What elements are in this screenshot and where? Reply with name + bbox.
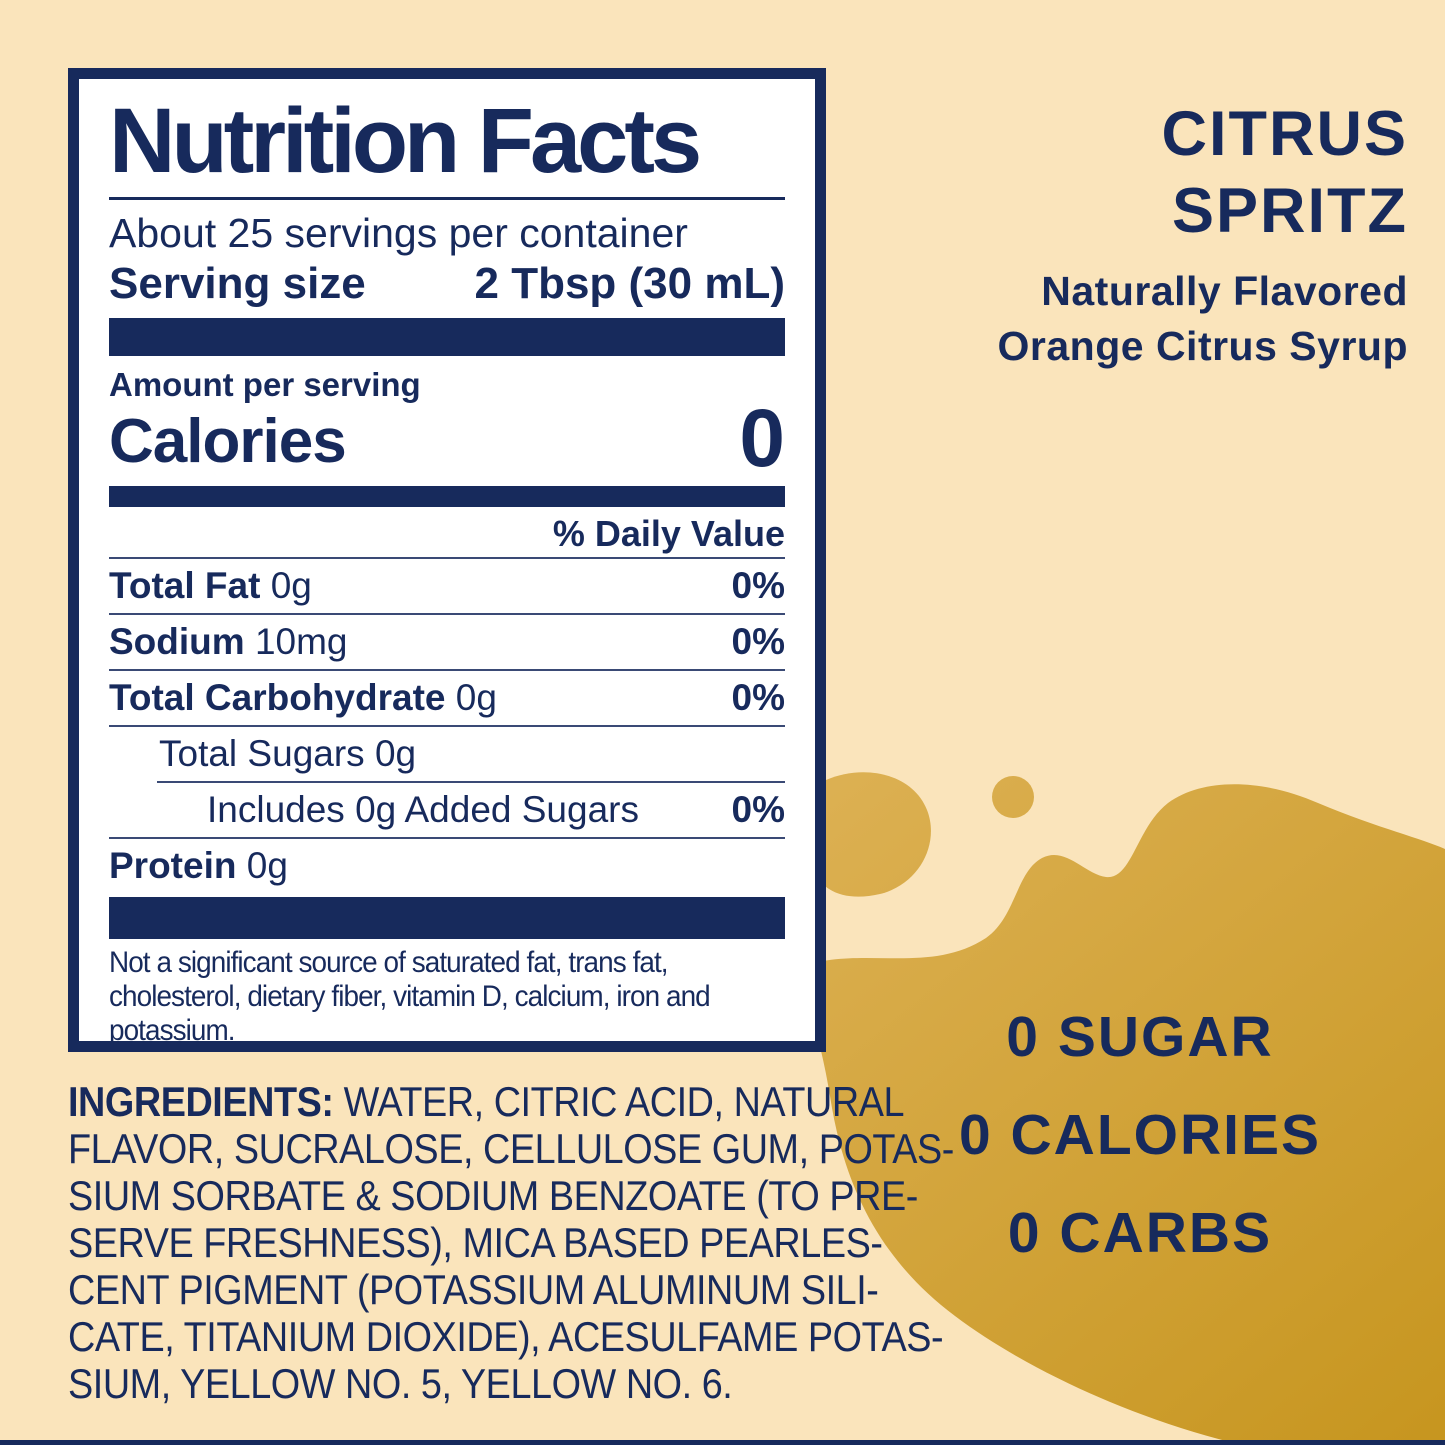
divider xyxy=(109,613,785,615)
nutrient-row-added-sugars: Includes 0g Added Sugars 0% xyxy=(109,783,785,837)
nutrient-bold: Total Fat xyxy=(109,565,261,606)
serving-size-value: 2 Tbsp (30 mL) xyxy=(474,259,786,308)
serving-size-label: Serving size xyxy=(109,259,366,308)
product-name-line1: CITRUS xyxy=(1161,99,1408,169)
product-name-line2: SPRITZ xyxy=(1171,176,1408,246)
servings-per-container: About 25 servings per container xyxy=(109,210,688,256)
calories-row: Calories 0 xyxy=(109,393,785,484)
product-subtitle-line2: Orange Citrus Syrup xyxy=(997,323,1408,369)
nutrient-amount: 10mg xyxy=(244,621,348,662)
thick-bar xyxy=(109,486,785,507)
claims-block: 0 SUGAR 0 CALORIES 0 CARBS xyxy=(955,988,1325,1282)
splash-droplet-circle xyxy=(992,776,1034,818)
amount-per-serving-label: Amount per serving xyxy=(109,366,421,403)
divider xyxy=(109,197,785,200)
nutrient-row-total-fat: Total Fat 0g 0% xyxy=(109,559,785,613)
nutrient-bold: Total Carbohydrate xyxy=(109,677,446,718)
splash-main-shape xyxy=(798,784,1445,1445)
nutrient-amount: 0g xyxy=(260,565,312,606)
nutrient-name: Total Sugars 0g xyxy=(159,733,416,775)
nutrient-bold: Sodium xyxy=(109,621,245,662)
nutrient-name: Protein 0g xyxy=(109,845,288,887)
daily-value-header: % Daily Value xyxy=(552,513,785,554)
claim-zero-sugar: 0 SUGAR xyxy=(1006,1005,1274,1069)
nutrient-row-total-carbohydrate: Total Carbohydrate 0g 0% xyxy=(109,671,785,725)
nutrient-name: Includes 0g Added Sugars xyxy=(207,789,639,831)
ingredients-label: INGREDIENTS: xyxy=(68,1078,334,1125)
divider xyxy=(157,781,785,783)
bottom-edge-strip xyxy=(0,1440,1445,1445)
calories-label: Calories xyxy=(109,407,347,476)
nutrient-amount: 0g xyxy=(236,845,288,886)
splash-droplet-blob xyxy=(809,772,931,897)
nutrient-row-protein: Protein 0g xyxy=(109,839,785,893)
ingredients-text: INGREDIENTS: WATER, CITRIC ACID, NATURAL… xyxy=(68,1078,954,1407)
nutrient-name: Total Carbohydrate 0g xyxy=(109,677,497,719)
product-title-block: CITRUS SPRITZ Naturally Flavored Orange … xyxy=(998,96,1408,374)
nutrition-facts-panel: Nutrition Facts About 25 servings per co… xyxy=(68,68,826,1052)
footnote: Not a significant source of saturated fa… xyxy=(109,946,711,1047)
thick-bar xyxy=(109,897,785,939)
thick-bar xyxy=(109,318,785,356)
nutrient-dv: 0% xyxy=(731,789,785,830)
ingredients-list: WATER, CITRIC ACID, NATURAL FLAVOR, SUCR… xyxy=(68,1078,954,1407)
nutrient-amount: Total Sugars 0g xyxy=(159,733,417,774)
nutrient-dv: 0% xyxy=(731,565,785,606)
claim-zero-calories: 0 CALORIES xyxy=(958,1103,1322,1167)
nutrient-row-sodium: Sodium 10mg 0% xyxy=(109,615,785,669)
nutrient-row-total-sugars: Total Sugars 0g xyxy=(109,727,785,781)
nutrient-bold: Protein xyxy=(109,845,237,886)
nutrient-amount: 0g xyxy=(445,677,497,718)
nutrient-name: Sodium 10mg xyxy=(109,621,348,663)
nutrient-amount: Includes 0g Added Sugars xyxy=(207,789,639,830)
serving-size-row: Serving size 2 Tbsp (30 mL) xyxy=(109,258,785,310)
divider xyxy=(109,837,785,839)
claim-zero-carbs: 0 CARBS xyxy=(1007,1201,1273,1265)
divider xyxy=(109,669,785,671)
nutrient-dv: 0% xyxy=(731,677,785,718)
nutrient-name: Total Fat 0g xyxy=(109,565,312,607)
product-subtitle-line1: Naturally Flavored xyxy=(1041,268,1408,314)
divider xyxy=(109,557,785,559)
product-subtitle: Naturally Flavored Orange Citrus Syrup xyxy=(998,264,1408,374)
nutrition-facts-title: Nutrition Facts xyxy=(109,90,702,192)
nutrient-dv: 0% xyxy=(731,621,785,662)
divider xyxy=(109,725,785,727)
calories-value: 0 xyxy=(739,393,785,484)
